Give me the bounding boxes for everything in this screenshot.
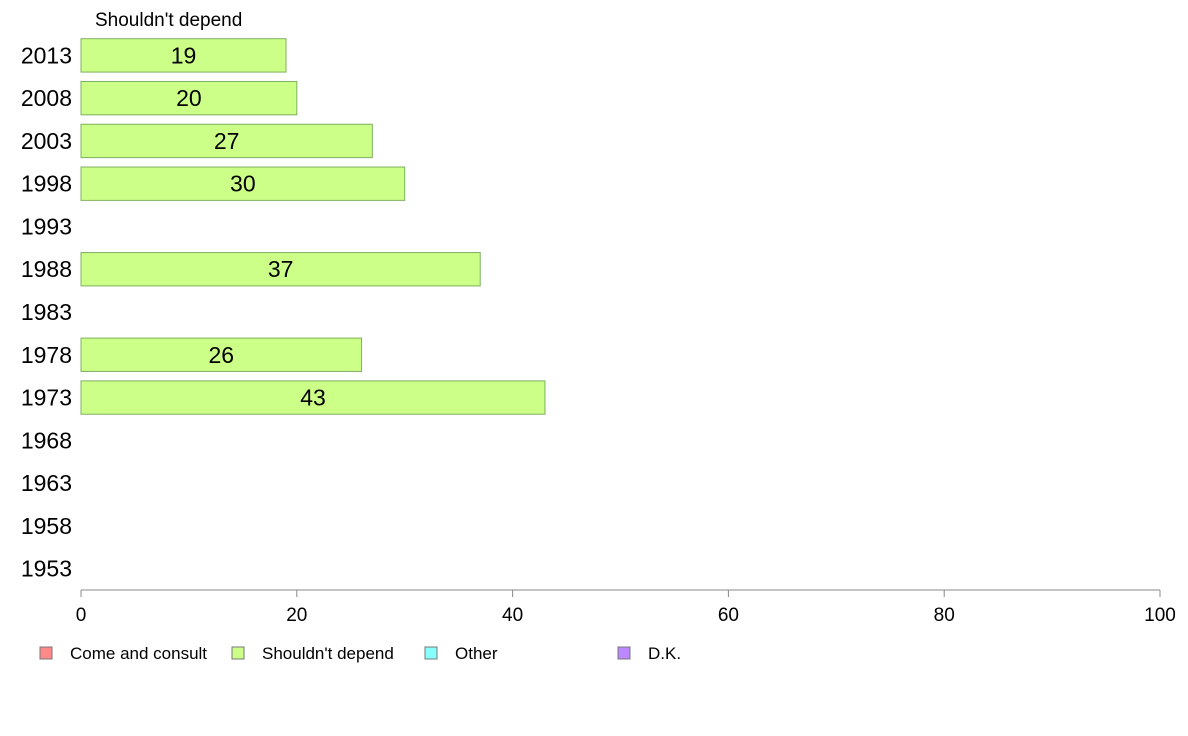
- legend-label: D.K.: [648, 644, 681, 663]
- data-label-2003: 27: [214, 128, 240, 154]
- bar-1998: [80, 166, 406, 201]
- series-header: Shouldn't depend: [95, 10, 242, 31]
- year-label-1958: 1958: [21, 513, 72, 539]
- legend-swatch: [424, 646, 438, 660]
- x-tick-label: 100: [1144, 605, 1176, 626]
- bar-2008: [80, 80, 298, 116]
- bar-2003: [80, 123, 373, 159]
- bars: 19 20 27 30 37 26 43: [80, 38, 546, 415]
- data-label-1988: 37: [268, 256, 294, 282]
- legend-label: Come and consult: [70, 644, 207, 663]
- year-label-1993: 1993: [21, 213, 72, 239]
- year-label-1953: 1953: [21, 556, 72, 582]
- x-tick-label: 40: [502, 605, 523, 626]
- legend-swatch: [39, 646, 53, 660]
- year-label-1973: 1973: [21, 385, 72, 411]
- data-label-1998: 30: [230, 171, 256, 197]
- x-tick-label: 20: [286, 605, 307, 626]
- x-tick-label: 0: [76, 605, 87, 626]
- year-label-1983: 1983: [21, 299, 72, 325]
- x-tick-label: 80: [934, 605, 955, 626]
- year-label-2008: 2008: [21, 85, 72, 111]
- year-label-2013: 2013: [21, 42, 72, 68]
- bar-1988: [80, 252, 481, 287]
- bar-2013: [80, 38, 287, 73]
- data-label-1978: 26: [208, 342, 234, 368]
- year-label-1988: 1988: [21, 256, 72, 282]
- year-label-1963: 1963: [21, 470, 72, 496]
- year-label-1968: 1968: [21, 427, 72, 453]
- year-labels: 2013 2008 2003 1998 1993 1988 1983 1978 1973 1968…: [21, 42, 72, 581]
- year-label-1998: 1998: [21, 171, 72, 197]
- legend: Come and consult Shouldn't depend Other D.K…: [39, 644, 681, 663]
- data-label-1973: 43: [300, 385, 326, 411]
- data-label-2013: 19: [171, 42, 197, 68]
- data-label-2008: 20: [176, 85, 202, 111]
- x-axis: 0 20 40 60 80 100: [76, 589, 1176, 626]
- bar-1978: [80, 337, 363, 372]
- year-label-2003: 2003: [21, 128, 72, 154]
- legend-swatch: [617, 646, 631, 660]
- year-label-1978: 1978: [21, 342, 72, 368]
- legend-label: Shouldn't depend: [262, 644, 394, 663]
- legend-label: Other: [455, 644, 498, 663]
- legend-swatch: [231, 646, 245, 660]
- bar-1973: [80, 380, 546, 415]
- x-tick-label: 60: [718, 605, 739, 626]
